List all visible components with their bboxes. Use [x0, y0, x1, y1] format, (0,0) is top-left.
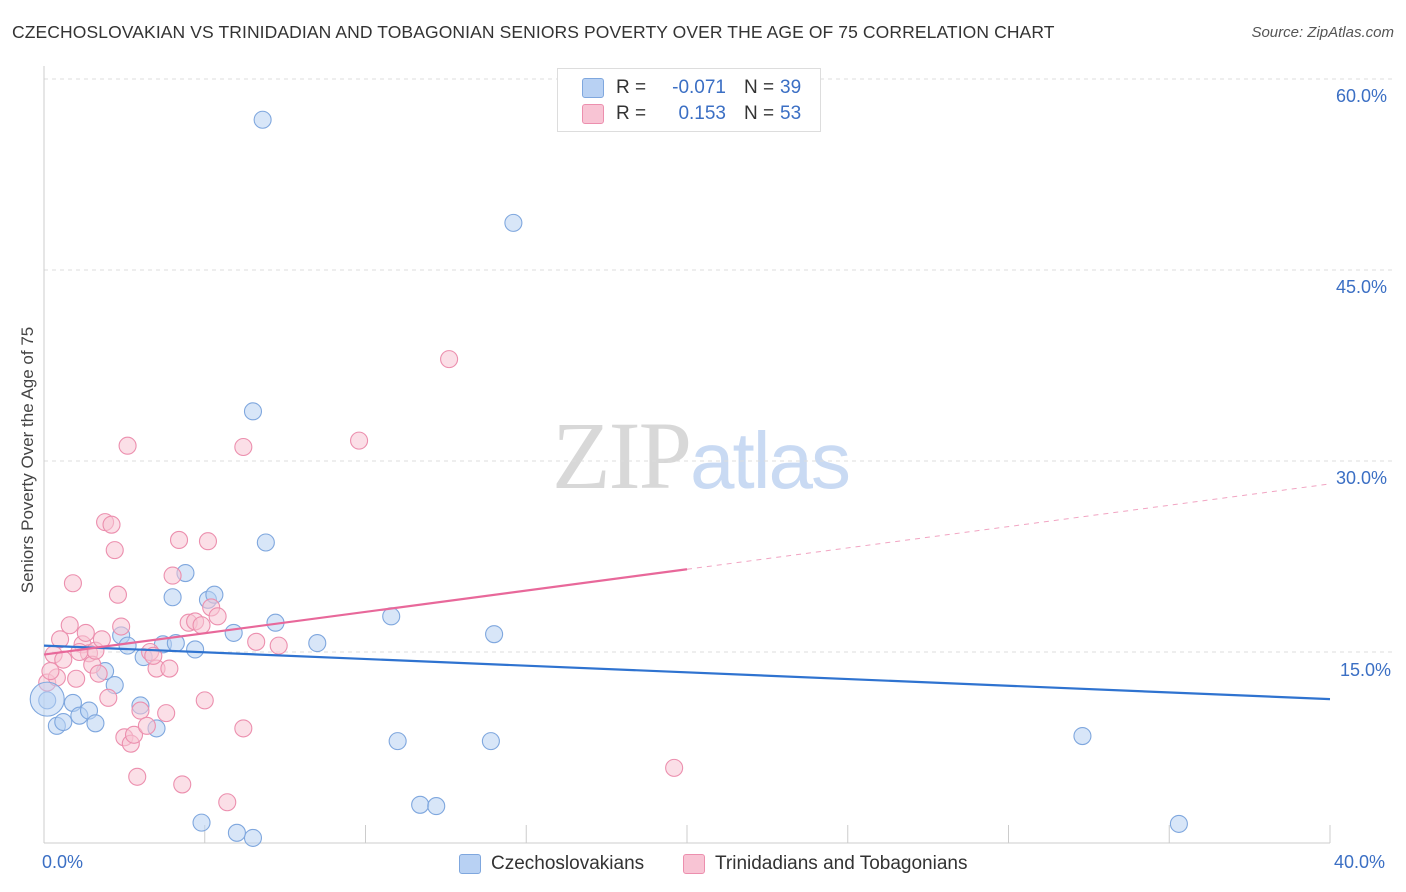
data-point-trinidadians	[208, 607, 227, 626]
legend-r-label: R =	[616, 103, 647, 124]
watermark-zip: ZIP	[552, 402, 692, 509]
data-point-trinidadians	[163, 566, 182, 585]
data-point-czechoslovakians	[1169, 814, 1188, 833]
legend-swatch-blue	[582, 78, 604, 98]
data-point-trinidadians	[60, 616, 79, 635]
data-point-czechoslovakians	[86, 714, 105, 733]
data-point-czechoslovakians	[253, 110, 272, 129]
y-tick-label-60: 60.0%	[1336, 86, 1388, 106]
data-point-trinidadians	[144, 646, 163, 665]
data-point-czechoslovakians	[427, 797, 446, 816]
data-point-czechoslovakians	[308, 634, 327, 653]
data-point-czechoslovakians	[227, 823, 246, 842]
data-point-trinidadians	[128, 767, 147, 786]
data-point-czechoslovakians	[256, 533, 275, 552]
data-point-trinidadians	[169, 530, 189, 549]
x-tick-label-left: 0.0%	[42, 852, 84, 872]
legend-r-value: 0.153	[678, 103, 726, 124]
legend-n-value: 39	[780, 77, 802, 98]
data-point-trinidadians	[234, 719, 253, 738]
chart-title: CZECHOSLOVAKIAN VS TRINIDADIAN AND TOBAG…	[12, 22, 1055, 42]
correlation-legend: R = -0.071 N = 39 R = 0.153 N = 53	[557, 68, 821, 132]
data-point-trinidadians	[218, 793, 237, 812]
data-point-trinidadians	[108, 585, 127, 604]
legend-r-label: R =	[616, 77, 647, 98]
data-point-trinidadians	[112, 617, 131, 636]
data-point-trinidadians	[157, 704, 176, 723]
data-point-trinidadians	[51, 630, 70, 649]
data-point-czechoslovakians	[1073, 726, 1092, 746]
data-point-czechoslovakians	[186, 640, 205, 659]
data-point-trinidadians	[440, 350, 459, 369]
y-tick-label-45: 45.0%	[1336, 277, 1388, 297]
legend-n-value: 53	[780, 103, 802, 124]
series-legend-label: Czechoslovakians	[491, 853, 645, 874]
legend-n-label: N =	[744, 77, 775, 98]
x-tick-label-right: 40.0%	[1334, 852, 1386, 872]
data-point-trinidadians	[198, 532, 218, 551]
source-label: Source: ZipAtlas.com	[1251, 24, 1394, 41]
data-point-trinidadians	[131, 701, 150, 720]
data-point-trinidadians	[192, 616, 211, 635]
data-point-trinidadians	[269, 636, 288, 655]
y-axis-label: Seniors Poverty Over the Age of 75	[18, 326, 37, 594]
series-legend-trinidadians[interactable]: Trinidadians and Tobagonians	[683, 852, 967, 876]
trendline-trinidadians-projection	[686, 483, 1331, 570]
trendline-czechoslovakians	[43, 644, 1331, 701]
data-point-trinidadians	[41, 662, 60, 681]
data-point-trinidadians	[124, 725, 144, 744]
y-tick-label-30: 30.0%	[1336, 468, 1388, 488]
data-point-czechoslovakians	[54, 712, 73, 732]
data-point-czechoslovakians	[388, 732, 407, 751]
data-point-trinidadians	[63, 574, 82, 593]
data-point-czechoslovakians	[481, 732, 500, 751]
data-point-czechoslovakians	[224, 623, 243, 642]
y-tick-label-15: 15.0%	[1340, 660, 1392, 680]
data-point-czechoslovakians	[382, 607, 401, 626]
series-legend-label: Trinidadians and Tobagonians	[715, 853, 968, 874]
data-point-trinidadians	[67, 669, 86, 688]
data-point-trinidadians	[195, 691, 214, 710]
data-point-trinidadians	[99, 688, 118, 707]
data-point-czechoslovakians	[192, 813, 211, 832]
data-point-czechoslovakians	[243, 828, 263, 847]
data-point-trinidadians	[118, 436, 137, 455]
trendline-trinidadians	[43, 568, 688, 656]
data-point-trinidadians	[89, 664, 108, 683]
data-point-trinidadians	[234, 437, 253, 457]
series-legend-czechoslovakians[interactable]: Czechoslovakians	[459, 852, 644, 876]
legend-n-label: N =	[744, 103, 775, 124]
series-legend-swatch-blue	[459, 854, 481, 874]
y-axis-label-wrap: Seniors Poverty Over the Age of 75	[16, 300, 40, 620]
data-point-trinidadians	[247, 632, 266, 651]
data-point-czechoslovakians	[243, 402, 263, 421]
data-point-trinidadians	[102, 515, 121, 534]
legend-swatch-pink	[582, 104, 604, 124]
data-point-trinidadians	[105, 541, 124, 560]
data-point-trinidadians	[173, 775, 192, 794]
data-point-trinidadians	[76, 623, 95, 642]
legend-row-trinidadians: R = 0.153 N = 53	[582, 103, 801, 125]
data-point-trinidadians	[160, 659, 179, 678]
legend-row-czechoslovakians: R = -0.071 N = 39	[582, 77, 801, 99]
data-point-czechoslovakians	[163, 588, 182, 607]
data-point-czechoslovakians	[485, 625, 504, 644]
series-legend-swatch-pink	[683, 854, 705, 874]
data-point-czechoslovakians	[504, 213, 523, 232]
data-point-czechoslovakians	[411, 795, 430, 814]
data-point-trinidadians	[137, 716, 156, 735]
data-point-czechoslovakians-cluster	[29, 681, 65, 717]
watermark: ZIPatlas	[552, 400, 851, 511]
data-point-trinidadians	[665, 758, 684, 777]
legend-r-value: -0.071	[672, 77, 726, 98]
data-point-trinidadians	[350, 431, 369, 450]
data-point-czechoslovakians	[118, 636, 137, 655]
